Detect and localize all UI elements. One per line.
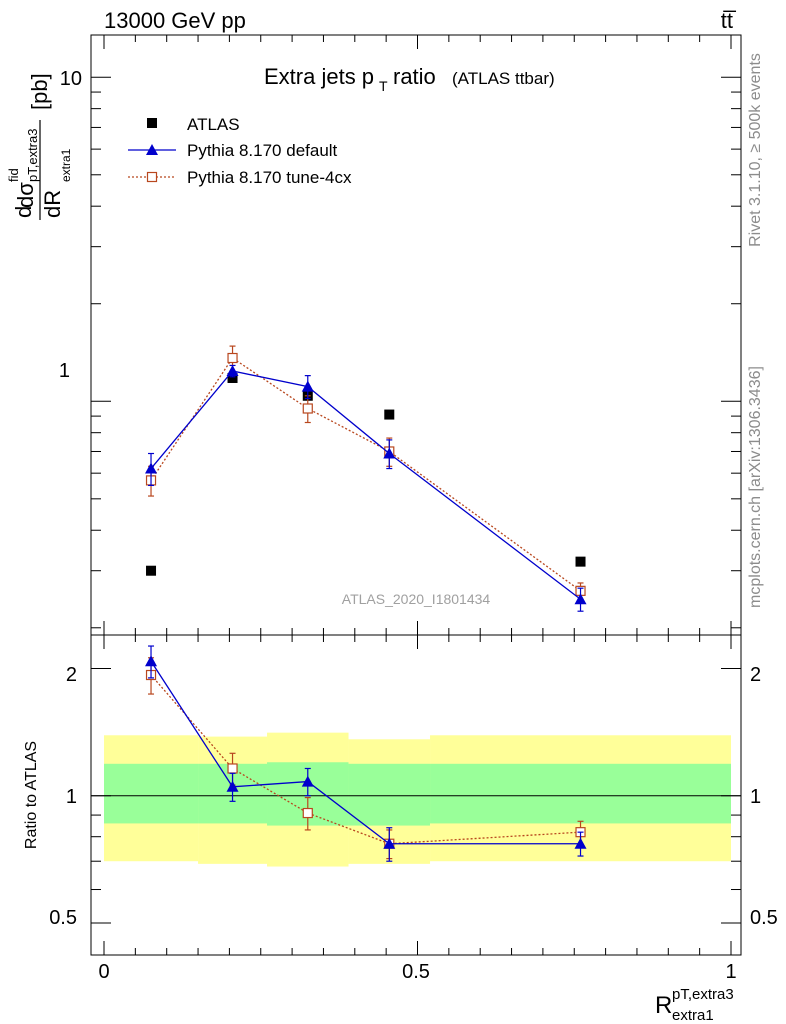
default-line [150, 370, 581, 600]
ratio-default-point [301, 775, 314, 787]
ratio-ytick-label-2-left: 2 [66, 664, 77, 686]
ratio-default-point [574, 837, 587, 849]
tune4cx-point [227, 352, 238, 364]
default-point [574, 593, 587, 605]
ylabel-d-top: d [11, 206, 36, 218]
rivet-label: Rivet 3.1.10, ≥ 500k events [747, 53, 764, 247]
atlas-point [575, 556, 586, 567]
ratio-ytick-label-2-right: 2 [750, 664, 761, 686]
legend-atlas-label: ATLAS [187, 115, 240, 134]
header-left: 13000 GeV pp [104, 8, 246, 33]
ylabel-sigma: dσ [13, 182, 38, 208]
legend: ATLAS Pythia 8.170 default Pythia 8.170 … [128, 115, 352, 187]
title-main: Extra jets p [264, 64, 374, 89]
x-axis-label: R pT,extra3 extra1 [655, 986, 734, 1024]
main-axis-ticks [91, 35, 741, 635]
ratio-ytick-label-1-left: 1 [66, 786, 77, 808]
ratio-data-marks [145, 645, 587, 862]
ylabel-extra1: extra1 [59, 148, 73, 182]
title-ratio: ratio [393, 64, 436, 89]
xtick-label-0: 0 [98, 961, 109, 983]
ratio-axis-ticks [91, 635, 741, 955]
main-panel: 1 10 d dσ fid pT,extra3 dR extra1 [pb] E… [6, 34, 742, 636]
atlas-point [146, 565, 157, 576]
legend-atlas-marker [147, 118, 157, 128]
ratio-ytick-label-05-left: 0.5 [49, 907, 77, 929]
ratio-default-point [145, 655, 158, 667]
main-ytick-label-1: 1 [59, 360, 70, 382]
ratio-default-point [226, 780, 239, 792]
ratio-ylabel: Ratio to ATLAS [23, 741, 40, 849]
ratio-tune4cx-point [227, 763, 238, 774]
legend-tune-marker [146, 171, 158, 183]
ratio-uncertainty-bands [91, 732, 741, 867]
legend-default-marker [146, 144, 158, 155]
legend-tune-label: Pythia 8.170 tune-4cx [187, 168, 352, 187]
chart-title: Extra jets p T ratio (ATLAS ttbar) [264, 64, 555, 94]
tune4cx-point [302, 403, 313, 414]
analysis-tag: ATLAS_2020_I1801434 [342, 591, 491, 607]
xlabel-r: R [655, 992, 672, 1019]
ratio-band-inner [104, 763, 199, 824]
ratio-band-inner [348, 763, 431, 826]
xlabel-sub: extra1 [672, 1007, 714, 1024]
ylabel-ptextra3: pT,extra3 [25, 129, 40, 182]
ratio-band-inner [430, 763, 731, 824]
ratio-tune4cx-point [302, 807, 313, 819]
tune4cx-line [150, 357, 581, 592]
ratio-panel: 2 1 0.5 2 1 0.5 Ratio to ATLAS 0 0.5 1 R… [23, 634, 778, 1024]
title-sub: T [379, 78, 388, 94]
ratio-ytick-label-1-right: 1 [750, 786, 761, 808]
title-note: (ATLAS ttbar) [452, 69, 555, 88]
ratio-default-point [383, 837, 396, 849]
ylabel-dr: dR [40, 190, 65, 218]
default-point [226, 365, 239, 377]
main-ytick-label-10: 10 [60, 68, 82, 90]
atlas-point [384, 409, 395, 420]
main-data-marks [145, 345, 587, 612]
xtick-label-1: 1 [725, 961, 736, 983]
xlabel-sup: pT,extra3 [672, 986, 734, 1003]
ylabel-unit: [pb] [27, 73, 52, 110]
legend-default-label: Pythia 8.170 default [187, 141, 338, 160]
ratio-frame [90, 634, 742, 956]
ylabel-fid: fid [6, 168, 21, 182]
header-right: tt̅ [721, 8, 737, 33]
atlas-point [227, 372, 238, 383]
ratio-ytick-label-05-right: 0.5 [750, 907, 778, 929]
default-point [301, 380, 314, 392]
mcplots-label: mcplots.cern.ch [arXiv:1306.3436] [747, 366, 764, 608]
default-point [145, 462, 158, 474]
main-ylabel: d dσ fid pT,extra3 dR extra1 [pb] [6, 73, 73, 220]
xtick-label-05: 0.5 [402, 961, 430, 983]
default-point [383, 447, 396, 459]
